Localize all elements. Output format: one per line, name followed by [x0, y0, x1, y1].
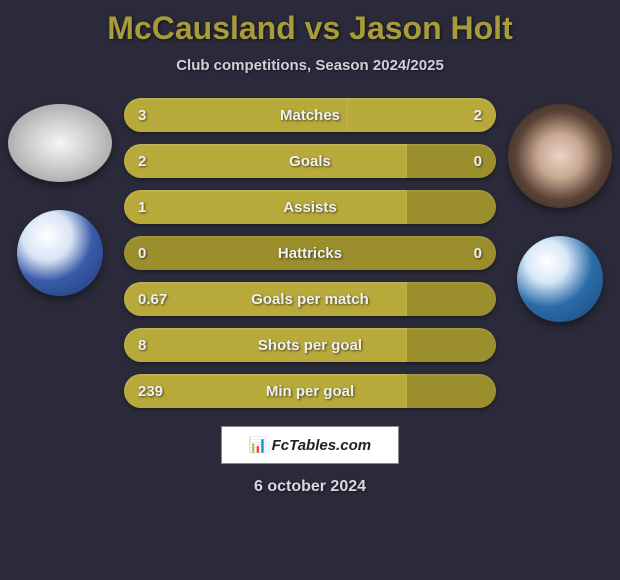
- logo-text: FcTables.com: [272, 437, 371, 454]
- stat-label: Hattricks: [278, 245, 342, 262]
- stat-row: 0 Hattricks 0: [124, 236, 496, 270]
- stat-value-right: 0: [474, 245, 482, 262]
- stat-value-left: 0.67: [138, 291, 167, 308]
- stat-label: Goals per match: [251, 291, 369, 308]
- stats-panel: 3 Matches 2 2 Goals 0 1 Assists 0 Hattricks 0 0.67 G…: [120, 98, 500, 408]
- stat-value-left: 8: [138, 337, 146, 354]
- stat-bar-left: [124, 190, 407, 224]
- chart-icon: 📊: [249, 436, 268, 454]
- stat-label: Matches: [280, 107, 340, 124]
- stat-value-left: 239: [138, 383, 163, 400]
- stat-value-left: 1: [138, 199, 146, 216]
- stat-label: Shots per goal: [258, 337, 362, 354]
- club-badge-right: [517, 236, 603, 322]
- page-subtitle: Club competitions, Season 2024/2025: [176, 57, 444, 74]
- player-photo-right: [508, 104, 612, 208]
- player-photo-left: [8, 104, 112, 182]
- left-side: [0, 98, 120, 296]
- comparison-content: 3 Matches 2 2 Goals 0 1 Assists 0 Hattricks 0 0.67 G…: [0, 98, 620, 408]
- stat-label: Min per goal: [266, 383, 354, 400]
- date-label: 6 october 2024: [254, 478, 366, 496]
- stat-row: 1 Assists: [124, 190, 496, 224]
- stat-row: 3 Matches 2: [124, 98, 496, 132]
- stat-bar-left: [124, 144, 407, 178]
- stat-value-left: 3: [138, 107, 146, 124]
- stat-value-left: 0: [138, 245, 146, 262]
- stat-value-right: 0: [474, 153, 482, 170]
- stat-row: 8 Shots per goal: [124, 328, 496, 362]
- page-title: McCausland vs Jason Holt: [107, 10, 512, 47]
- stat-row: 239 Min per goal: [124, 374, 496, 408]
- stat-value-right: 2: [474, 107, 482, 124]
- stat-value-left: 2: [138, 153, 146, 170]
- club-badge-left: [17, 210, 103, 296]
- right-side: [500, 98, 620, 322]
- stat-row: 0.67 Goals per match: [124, 282, 496, 316]
- stat-label: Assists: [283, 199, 336, 216]
- stat-row: 2 Goals 0: [124, 144, 496, 178]
- stat-label: Goals: [289, 153, 331, 170]
- site-logo: 📊 FcTables.com: [221, 426, 399, 464]
